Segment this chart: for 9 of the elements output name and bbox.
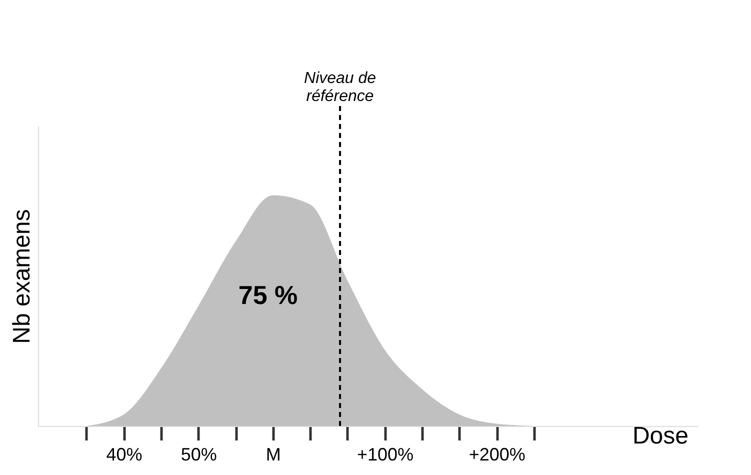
y-axis-title: Nb examens	[8, 209, 36, 344]
annotation: 75 %	[238, 280, 298, 310]
x-tick-label: +200%	[468, 444, 526, 464]
x-tick-label: M	[266, 444, 281, 464]
x-tick-label: 50%	[180, 444, 217, 464]
x-axis-title: Dose	[632, 422, 688, 450]
text: Niveau de référence	[304, 70, 376, 105]
x-tick-label: +100%	[357, 444, 414, 464]
x-tick-label: 40%	[106, 444, 142, 464]
